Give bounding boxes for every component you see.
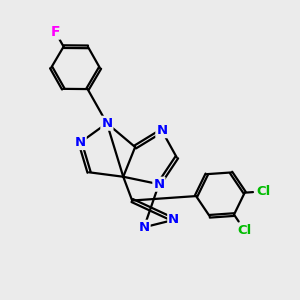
Text: N: N <box>156 124 167 137</box>
Text: N: N <box>153 178 164 191</box>
Text: Cl: Cl <box>257 185 271 198</box>
Text: Cl: Cl <box>238 224 252 237</box>
Text: N: N <box>139 221 150 234</box>
Text: N: N <box>75 136 86 149</box>
Text: N: N <box>101 117 112 130</box>
Text: F: F <box>50 25 60 39</box>
Text: N: N <box>168 213 179 226</box>
